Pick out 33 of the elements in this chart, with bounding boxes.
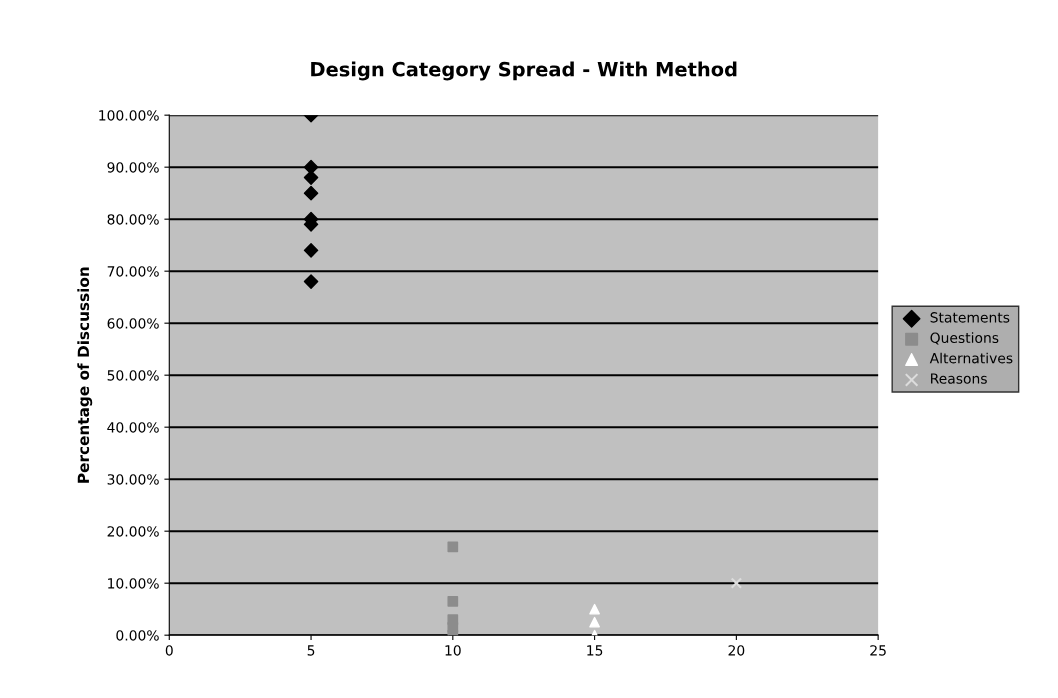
x-tick-label: 0 <box>165 645 173 656</box>
point <box>303 185 319 201</box>
y-tick-label: 90.00% <box>107 162 159 173</box>
point <box>447 541 459 553</box>
y-tick-label: 50.00% <box>107 370 159 381</box>
legend-label: Reasons <box>931 373 987 384</box>
x-tick-label: 25 <box>870 645 886 656</box>
point <box>303 274 319 289</box>
point <box>303 243 319 258</box>
y-axis-title: Percentage of Discussion <box>77 267 93 483</box>
y-tick-label: 30.00% <box>107 474 159 485</box>
point <box>447 596 459 607</box>
x-tick-label: 5 <box>307 645 315 656</box>
point <box>730 577 743 589</box>
y-tick-label: 100.00% <box>99 110 159 121</box>
point <box>589 616 600 628</box>
legend-label: Statements <box>930 312 1010 323</box>
y-tick-label: 60.00% <box>107 318 159 329</box>
chart-title: Design Category Spread - With Method <box>311 61 737 81</box>
y-tick-label: 10.00% <box>108 578 159 589</box>
legend-label: Alternatives <box>929 352 1013 364</box>
legend-label: Questions <box>930 332 999 345</box>
x-tick-label: 15 <box>587 645 603 656</box>
x-tick-label: 10 <box>445 645 461 656</box>
point <box>303 170 319 185</box>
point <box>303 159 319 175</box>
y-tick-label: 40.00% <box>107 422 159 433</box>
y-tick-label: 20.00% <box>107 526 159 537</box>
y-tick-label: 70.00% <box>107 266 159 277</box>
y-tick-label: 0.00% <box>116 630 159 641</box>
x-tick-label: 20 <box>728 645 745 656</box>
y-tick-label: 80.00% <box>107 214 159 225</box>
point <box>589 603 600 615</box>
